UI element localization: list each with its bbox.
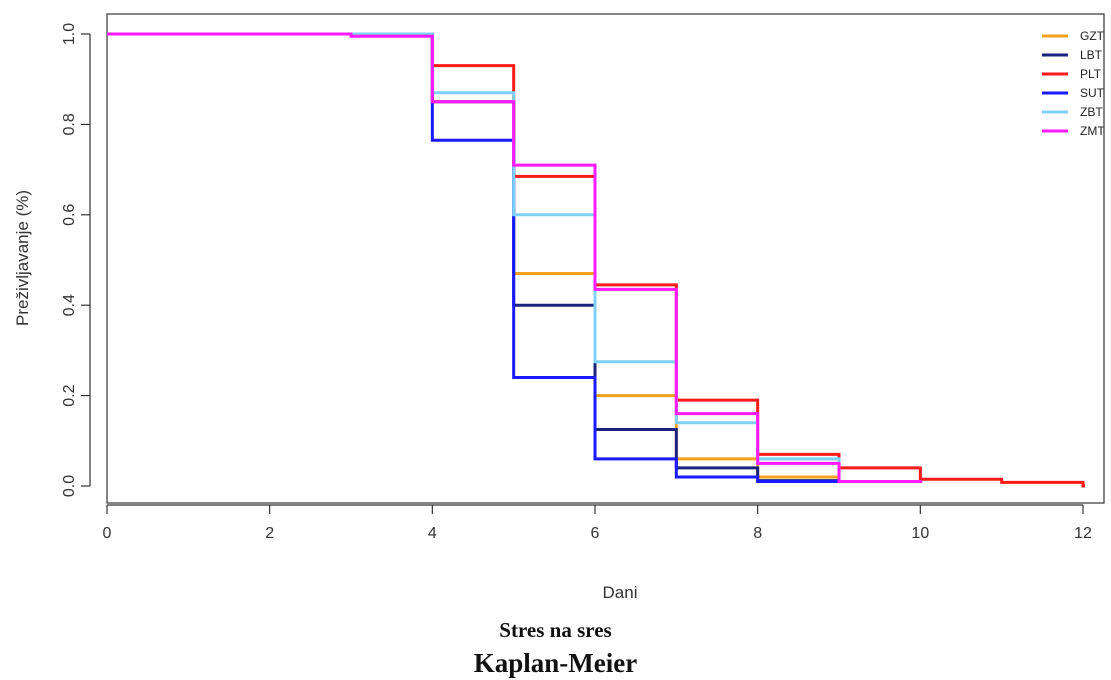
x-tick-label: 10 [911, 525, 929, 542]
legend-label-lbt: LBT [1080, 48, 1103, 62]
legend-label-zmt: ZMT [1080, 124, 1105, 138]
x-tick-label: 4 [428, 525, 437, 542]
series-line-sut [107, 32, 841, 483]
y-tick-label: 0.2 [61, 384, 78, 406]
x-tick-label: 6 [591, 525, 600, 542]
legend-label-gzt: GZT [1080, 29, 1105, 43]
y-tick-label: 0.0 [61, 475, 78, 497]
legend-label-plt: PLT [1080, 67, 1102, 81]
y-tick-label: 0.8 [61, 113, 78, 135]
series-line-zmt [107, 32, 923, 483]
x-tick-label: 2 [265, 525, 274, 542]
survival-chart: 0 2 4 6 8 10 12 0.0 0.2 0.4 0.6 0.8 1.0 GZT LBT PLT SUT… [13, 13, 1105, 602]
y-axis-label: Preživljavanje (%) [13, 190, 32, 326]
x-tick-label: 0 [103, 525, 112, 542]
chart-subtitle: Stres na sres [499, 618, 612, 642]
x-tick-label: 12 [1074, 525, 1092, 542]
y-tick-label: 0.4 [61, 294, 78, 316]
legend-label-zbt: ZBT [1080, 105, 1103, 119]
x-axis-label: Dani [603, 583, 638, 602]
x-tick-label: 8 [753, 525, 762, 542]
series-line-zbt [107, 32, 841, 483]
legend: GZT LBT PLT SUT ZBT ZMT [1042, 29, 1105, 138]
series-line-plt [107, 32, 1085, 488]
y-tick-label: 1.0 [61, 23, 78, 45]
axes: 0 2 4 6 8 10 12 0.0 0.2 0.4 0.6 0.8 1.0 [61, 23, 1092, 542]
y-tick-label: 0.6 [61, 204, 78, 226]
plot-frame [106, 13, 1105, 504]
legend-label-sut: SUT [1080, 86, 1105, 100]
series-layer [107, 32, 1085, 488]
chart-title: Kaplan-Meier [473, 648, 638, 678]
